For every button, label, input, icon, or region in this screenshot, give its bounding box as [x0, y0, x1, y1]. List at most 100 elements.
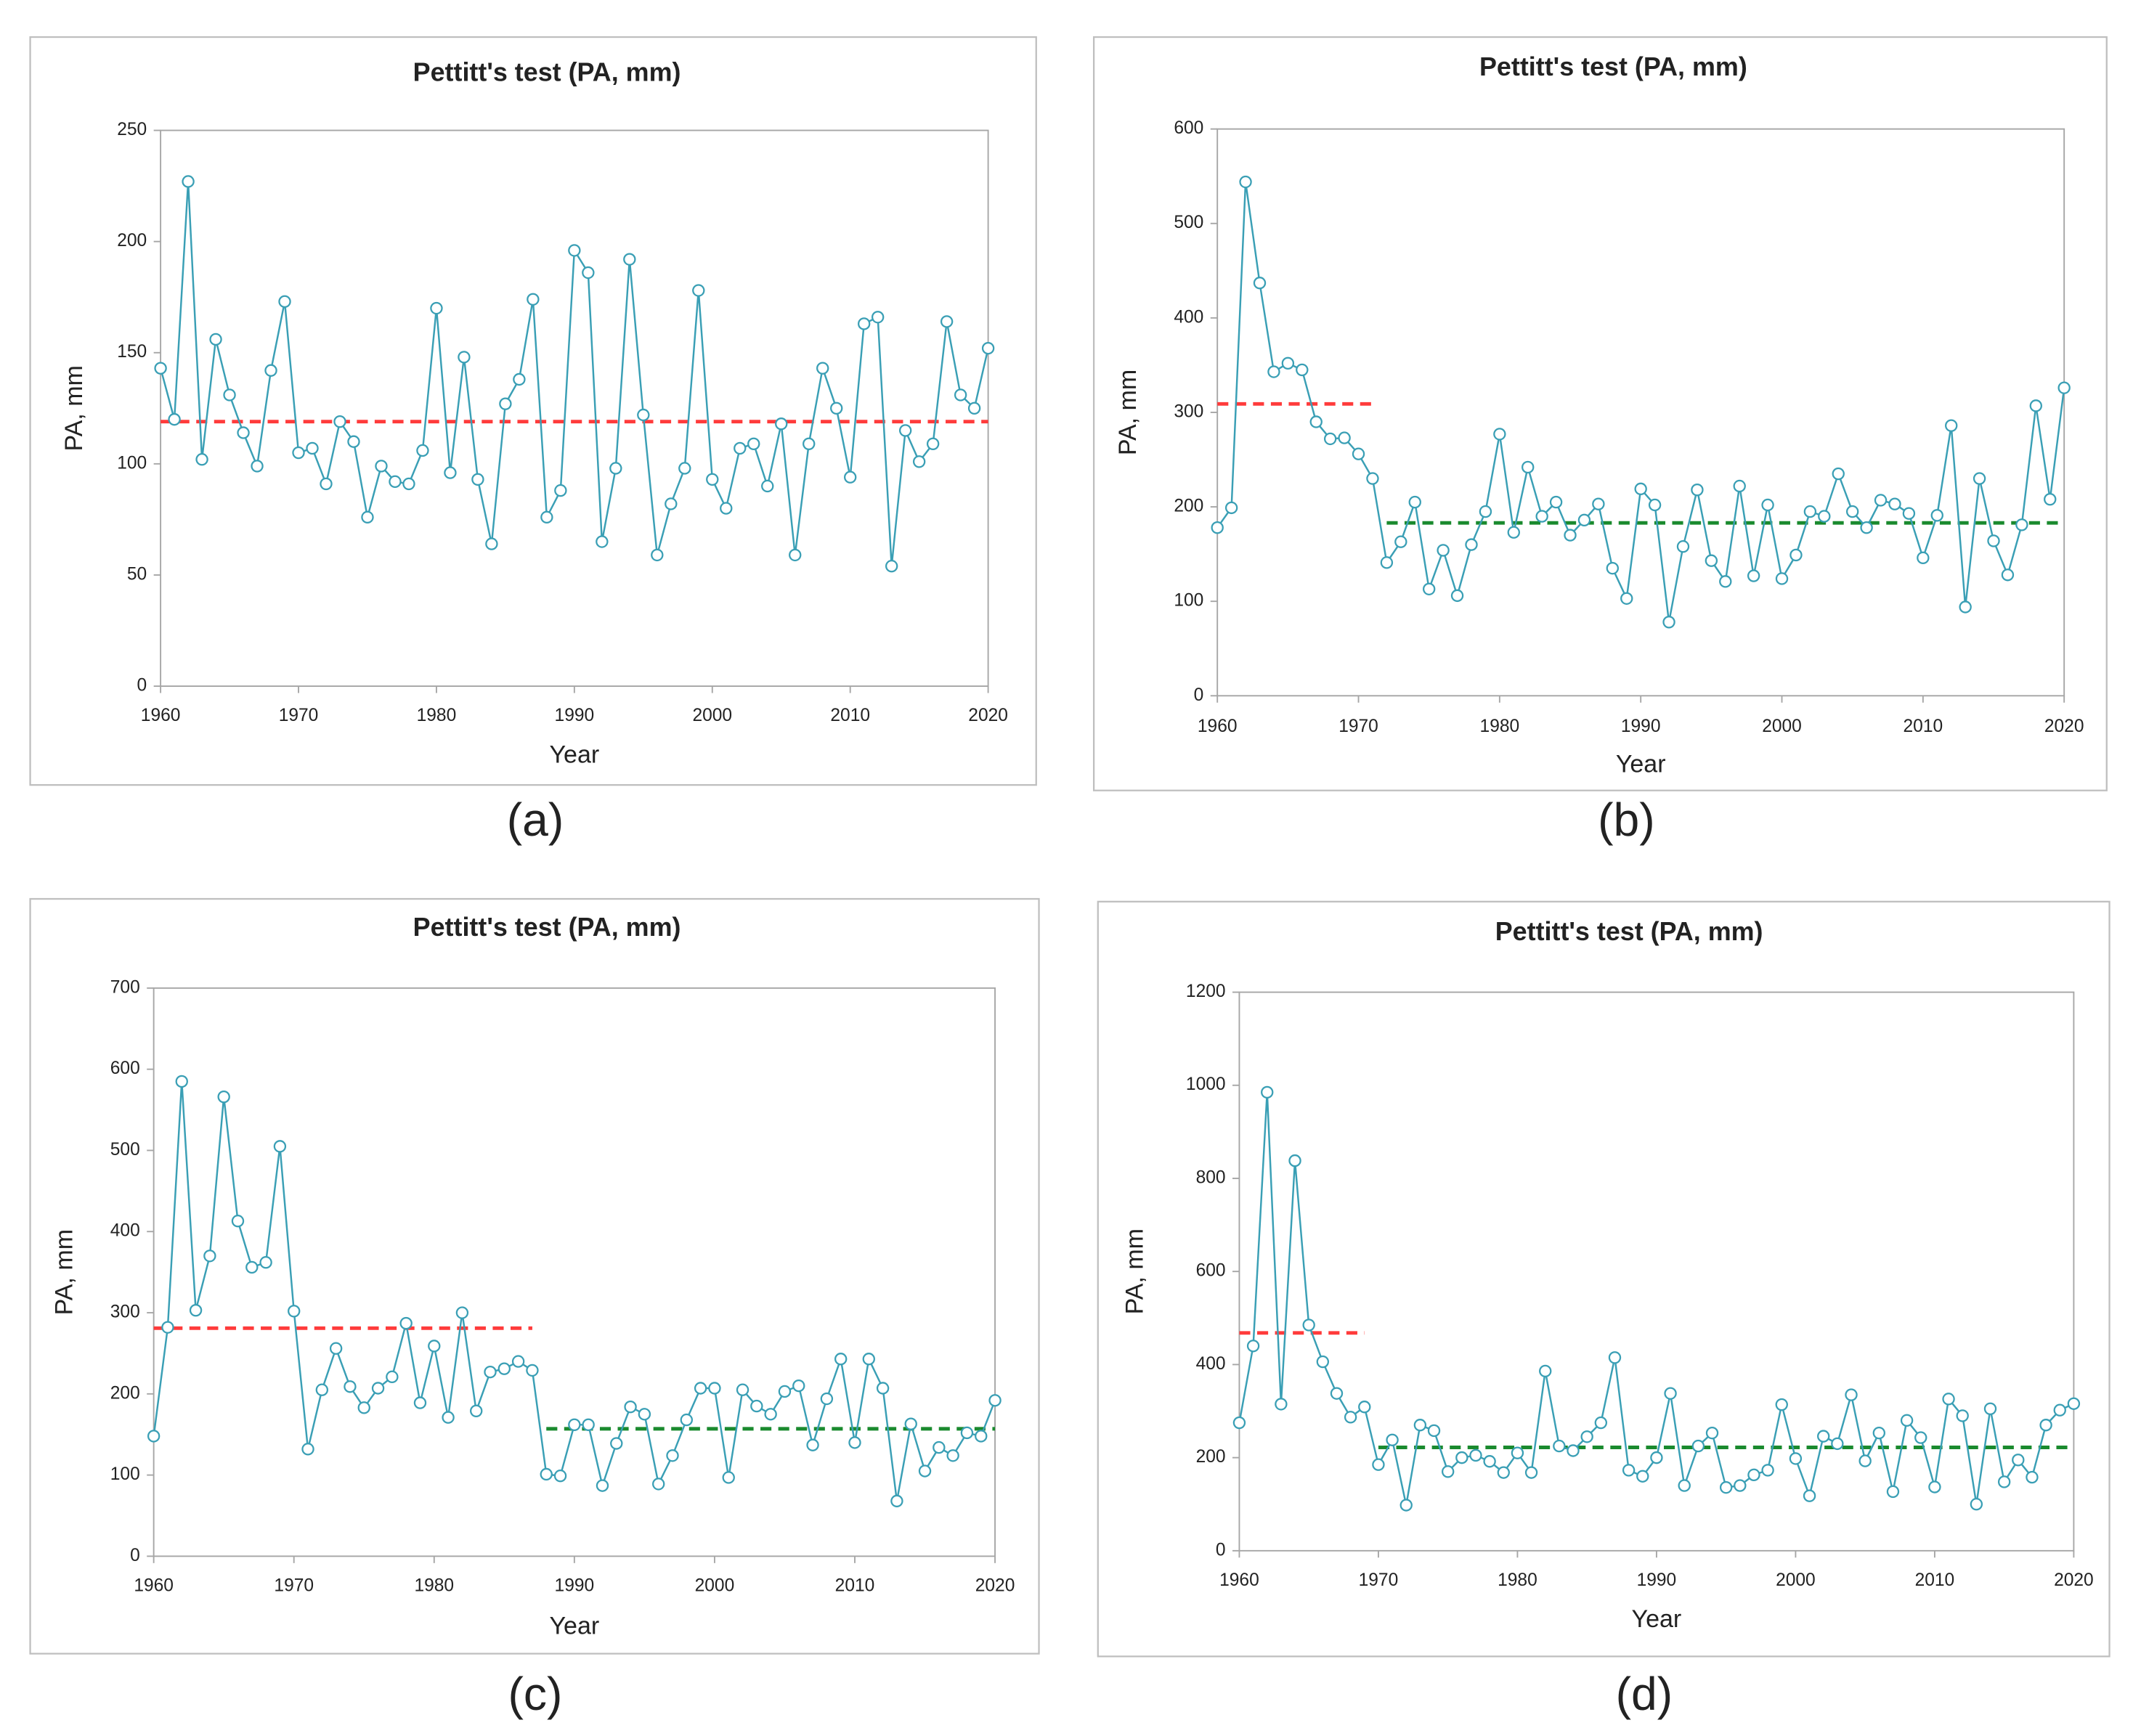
data-point: [1450, 589, 1464, 603]
data-point: [511, 1355, 525, 1368]
data-point: [775, 417, 788, 431]
data-point: [1535, 510, 1548, 523]
y-tick-label: 400: [1174, 307, 1203, 327]
y-tick-label: 700: [110, 977, 140, 997]
data-point: [1719, 1480, 1733, 1494]
data-point: [1423, 582, 1436, 595]
y-tick-label: 0: [130, 1546, 140, 1565]
data-point: [2012, 1454, 2025, 1467]
data-point: [651, 548, 664, 562]
x-axis-title: Year: [550, 1613, 600, 1640]
data-point: [389, 475, 402, 489]
data-point: [1914, 1431, 1927, 1444]
x-tick-label: 1980: [414, 1576, 454, 1595]
data-point: [609, 462, 622, 475]
data-point: [485, 537, 498, 550]
data-point: [540, 1467, 553, 1481]
data-point: [722, 1471, 735, 1484]
x-tick-label: 2000: [1762, 717, 1802, 736]
y-axis-title: PA, mm: [60, 365, 88, 451]
data-point: [1493, 428, 1506, 441]
data-point: [1372, 1458, 1385, 1471]
data-point: [203, 1250, 216, 1263]
data-point: [1803, 1489, 1816, 1502]
data-point: [2044, 492, 2057, 506]
data-point: [1211, 521, 1224, 534]
data-point: [1539, 1364, 1552, 1378]
data-point: [553, 1470, 567, 1483]
data-point: [554, 484, 567, 497]
data-point: [1622, 1464, 1636, 1477]
data-point: [706, 473, 719, 486]
data-point: [568, 1418, 581, 1431]
data-point: [458, 351, 471, 364]
x-tick-label: 1970: [279, 706, 319, 725]
y-tick-label: 250: [117, 120, 147, 139]
panel-label: (b): [1598, 794, 1655, 846]
data-point: [582, 266, 595, 280]
x-tick-label: 1980: [1498, 1570, 1537, 1590]
y-tick-label: 0: [1194, 685, 1204, 705]
x-tick-label: 2010: [1915, 1570, 1955, 1590]
chart-title: Pettitt's test (PA, mm): [413, 913, 681, 942]
data-point: [1831, 1437, 1844, 1451]
y-tick-label: 400: [110, 1221, 140, 1241]
data-point: [361, 510, 374, 524]
data-point: [1606, 561, 1620, 575]
data-point: [357, 1401, 370, 1414]
data-point: [918, 1464, 932, 1478]
data-point: [778, 1385, 792, 1398]
y-tick-label: 0: [137, 676, 147, 696]
panel-label: (a): [507, 794, 564, 846]
data-point: [596, 535, 609, 548]
data-point: [497, 1362, 511, 1375]
data-point: [1942, 1393, 1955, 1406]
y-tick-label: 150: [117, 342, 147, 362]
data-point: [444, 466, 457, 479]
data-point: [1888, 497, 1901, 510]
data-point: [2026, 1470, 2039, 1484]
x-tick-label: 1960: [1219, 1570, 1259, 1590]
data-point: [1380, 556, 1394, 569]
data-point: [1281, 356, 1295, 370]
data-point: [237, 426, 250, 439]
data-point: [154, 362, 167, 375]
data-point: [416, 444, 429, 457]
x-tick-label: 2000: [695, 1576, 735, 1595]
data-point: [750, 1399, 763, 1413]
data-point: [761, 479, 774, 493]
data-point: [582, 1418, 595, 1431]
y-tick-label: 1200: [1186, 982, 1226, 1001]
data-point: [347, 435, 360, 448]
data-point: [1330, 1387, 1344, 1400]
data-point: [1747, 569, 1760, 582]
data-point: [402, 477, 415, 491]
data-point: [2015, 518, 2028, 531]
data-point: [988, 1394, 1002, 1407]
x-tick-label: 2020: [975, 1576, 1015, 1595]
data-point: [540, 510, 553, 524]
panel-frame: [29, 36, 1037, 786]
panel-label: (d): [1616, 1668, 1673, 1720]
data-point: [857, 317, 871, 330]
data-point: [1733, 479, 1746, 493]
data-point: [694, 1382, 707, 1395]
data-point: [967, 402, 981, 415]
chart-title: Pettitt's test (PA, mm): [1495, 917, 1763, 946]
data-point: [680, 1413, 694, 1427]
x-axis-title: Year: [550, 741, 600, 768]
data-point: [1413, 1419, 1427, 1432]
y-tick-label: 600: [1174, 118, 1203, 138]
data-point: [1580, 1430, 1593, 1443]
data-point: [1246, 1340, 1260, 1353]
data-point: [954, 388, 967, 402]
data-point: [301, 1443, 314, 1456]
data-point: [890, 1494, 903, 1508]
x-tick-label: 1960: [134, 1576, 174, 1595]
data-point: [876, 1382, 890, 1395]
data-point: [1886, 1485, 1900, 1499]
data-point: [1662, 616, 1675, 629]
data-point: [1261, 1085, 1274, 1099]
data-point: [1507, 526, 1520, 539]
